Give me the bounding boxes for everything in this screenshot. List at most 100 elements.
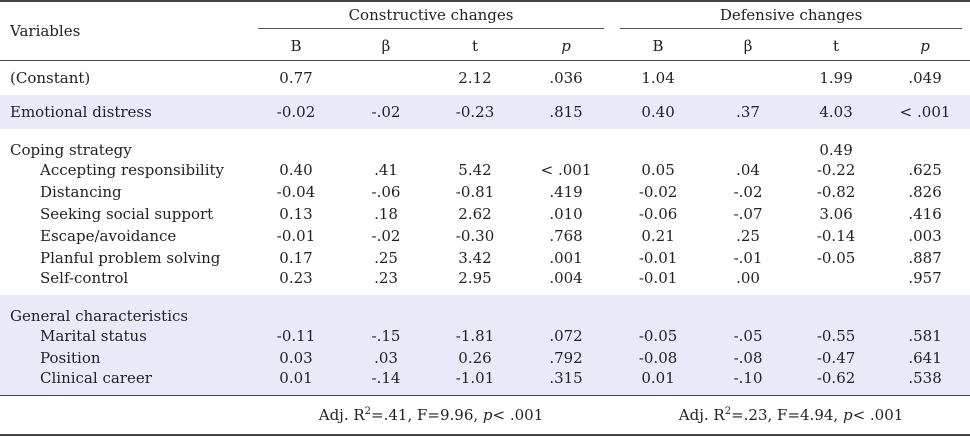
col-p-1: p [561, 37, 571, 55]
cell: .001 [549, 249, 583, 267]
table-row: Seeking social support 0.13 .18 2.62 .01… [0, 203, 970, 225]
cell: -0.47 [792, 347, 881, 369]
cell: -0.02 [250, 95, 342, 129]
defensive-group-header: Defensive changes [612, 1, 970, 32]
cell: 0.17 [279, 249, 313, 267]
cell: .815 [520, 95, 613, 129]
table-row: Escape/avoidance -0.01 -.02 -0.30 .768 0… [0, 225, 970, 247]
header-row-columns: B β t p B β t p [0, 32, 970, 61]
cell: 0.01 [612, 369, 705, 396]
row-label: Clinical career [0, 369, 250, 396]
cell: -0.01 [638, 269, 678, 287]
cell: 0.03 [250, 347, 342, 369]
table-row: Clinical career 0.01 -.14 -1.01 .315 0.0… [0, 369, 970, 396]
cell: -.14 [342, 369, 430, 396]
cell: .625 [908, 161, 942, 179]
cell: -.06 [371, 183, 401, 201]
cell: 0.77 [279, 69, 313, 87]
cell: .887 [908, 249, 942, 267]
cell: -0.81 [455, 183, 495, 201]
cell: 3.42 [458, 249, 492, 267]
cell: .826 [908, 183, 942, 201]
cell: -1.01 [430, 369, 520, 396]
model-fit-row: Adj. R2=.41, F=9.96, p< .001 Adj. R2=.23… [0, 395, 970, 435]
cell: -0.04 [276, 183, 316, 201]
cell: .049 [908, 69, 942, 87]
cell: 0.05 [641, 161, 675, 179]
table-row: Marital status -0.11 -.15 -1.81 .072 -0.… [0, 325, 970, 347]
cell: -0.05 [816, 249, 856, 267]
cell: 3.06 [819, 205, 853, 223]
cell: -.01 [733, 249, 763, 267]
cell: .23 [374, 269, 398, 287]
cell: .538 [880, 369, 970, 396]
row-label: Marital status [0, 325, 250, 347]
cell: -.02 [733, 183, 763, 201]
cell: -.10 [704, 369, 793, 396]
table-row: (Constant) 0.77 2.12 .036 1.04 1.99 .049 [0, 61, 970, 96]
cell: -0.06 [638, 205, 678, 223]
row-label: (Constant) [10, 69, 91, 87]
cell: 1.04 [641, 69, 675, 87]
cell: .25 [736, 227, 760, 245]
constructive-group-header: Constructive changes [250, 1, 612, 32]
cell [792, 269, 880, 295]
header-row-groups: Variables Constructive changes Defensive… [0, 1, 970, 61]
cell: 0.01 [250, 369, 342, 396]
cell: .010 [549, 205, 583, 223]
cell: 0.40 [612, 95, 705, 129]
cell: -0.05 [612, 325, 705, 347]
cell: .18 [374, 205, 398, 223]
cell: .004 [549, 269, 583, 287]
cell: .581 [880, 325, 970, 347]
cell: -0.23 [430, 95, 520, 129]
variables-header: Variables [0, 1, 250, 61]
regression-table: Variables Constructive changes Defensive… [0, 1, 970, 435]
cell: .957 [908, 269, 942, 287]
cell: 0.26 [430, 347, 520, 369]
cell: -.02 [342, 95, 430, 129]
row-label: Escape/avoidance [40, 227, 177, 245]
cell: -.05 [704, 325, 793, 347]
cell: 2.62 [458, 205, 492, 223]
table-row: Planful problem solving 0.17 .25 3.42 .0… [0, 247, 970, 269]
cell [704, 61, 792, 96]
cell: 2.12 [458, 69, 492, 87]
col-b-2: B [652, 37, 664, 55]
cell: 0.23 [279, 269, 313, 287]
cell: 1.99 [819, 69, 853, 87]
row-label: Self-control [40, 269, 129, 287]
col-t-2: t [833, 37, 840, 55]
row-label: Accepting responsibility [40, 161, 224, 179]
cell: .25 [374, 249, 398, 267]
cell: -0.01 [638, 249, 678, 267]
row-label: Planful problem solving [40, 249, 221, 267]
col-p-2: p [920, 37, 930, 55]
cell: -0.08 [612, 347, 705, 369]
cell [342, 61, 430, 96]
cell: -0.14 [816, 227, 856, 245]
cell: .41 [374, 161, 398, 179]
section-label: Coping strategy [10, 141, 132, 159]
section-row-general: General characteristics [0, 295, 970, 325]
cell: < .001 [880, 95, 970, 129]
model-fit-constructive: Adj. R2=.41, F=9.96, p< .001 [318, 406, 544, 424]
col-beta-1: β [381, 37, 391, 55]
section-row-coping: Coping strategy 0.49 [0, 129, 970, 159]
cell: .419 [549, 183, 583, 201]
cell: .315 [520, 369, 613, 396]
cell: .792 [520, 347, 613, 369]
row-label: Seeking social support [40, 205, 214, 223]
cell: -0.01 [276, 227, 316, 245]
cell: -0.02 [638, 183, 678, 201]
cell: -.15 [342, 325, 430, 347]
cell: -0.82 [816, 183, 856, 201]
cell: 0.13 [279, 205, 313, 223]
row-label: Distancing [40, 183, 122, 201]
cell: 0.40 [279, 161, 313, 179]
cell: 0.21 [641, 227, 675, 245]
cell: 0.49 [819, 141, 853, 159]
col-t-1: t [471, 37, 479, 55]
cell: 2.95 [458, 269, 492, 287]
table-row: Self-control 0.23 .23 2.95 .004 -0.01 .0… [0, 269, 970, 295]
